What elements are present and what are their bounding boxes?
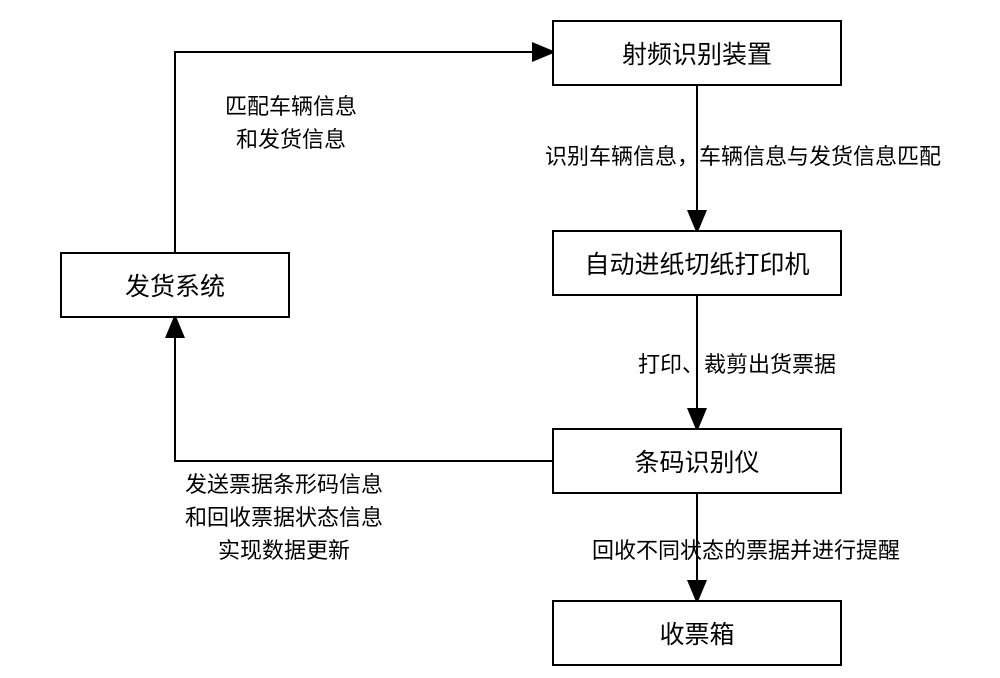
node-ticket-box: 收票箱 — [552, 600, 842, 666]
node-label: 收票箱 — [659, 615, 734, 651]
edge-label-identify-vehicle: 识别车辆信息，车辆信息与发货信息匹配 — [545, 140, 941, 173]
edge-label-print-cut: 打印、裁剪出货票据 — [638, 348, 836, 381]
node-label: 条码识别仪 — [634, 443, 759, 479]
edge-label-line: 发送票据条形码信息 — [185, 468, 383, 501]
edge-label-text: 打印、裁剪出货票据 — [638, 352, 836, 377]
edge-label-match-info: 匹配车辆信息 和发货信息 — [225, 90, 357, 156]
node-rfid-device: 射频识别装置 — [552, 20, 842, 86]
node-label: 发货系统 — [125, 267, 225, 303]
node-barcode-reader: 条码识别仪 — [552, 428, 842, 494]
node-label: 射频识别装置 — [622, 35, 772, 71]
node-printer: 自动进纸切纸打印机 — [552, 230, 842, 296]
flowchart-connections — [0, 0, 1000, 678]
edge-label-send-barcode: 发送票据条形码信息 和回收票据状态信息 实现数据更新 — [185, 468, 383, 567]
edge-label-text: 回收不同状态的票据并进行提醒 — [592, 538, 900, 563]
node-label: 自动进纸切纸打印机 — [584, 245, 809, 281]
edge-label-recycle-alert: 回收不同状态的票据并进行提醒 — [592, 534, 900, 567]
edge-label-text: 识别车辆信息，车辆信息与发货信息匹配 — [545, 144, 941, 169]
edge-label-line: 匹配车辆信息 — [225, 90, 357, 123]
edge-label-line: 和回收票据状态信息 — [185, 501, 383, 534]
edge-label-line: 实现数据更新 — [185, 534, 383, 567]
edge-label-line: 和发货信息 — [225, 123, 357, 156]
node-shipping-system: 发货系统 — [60, 252, 290, 318]
